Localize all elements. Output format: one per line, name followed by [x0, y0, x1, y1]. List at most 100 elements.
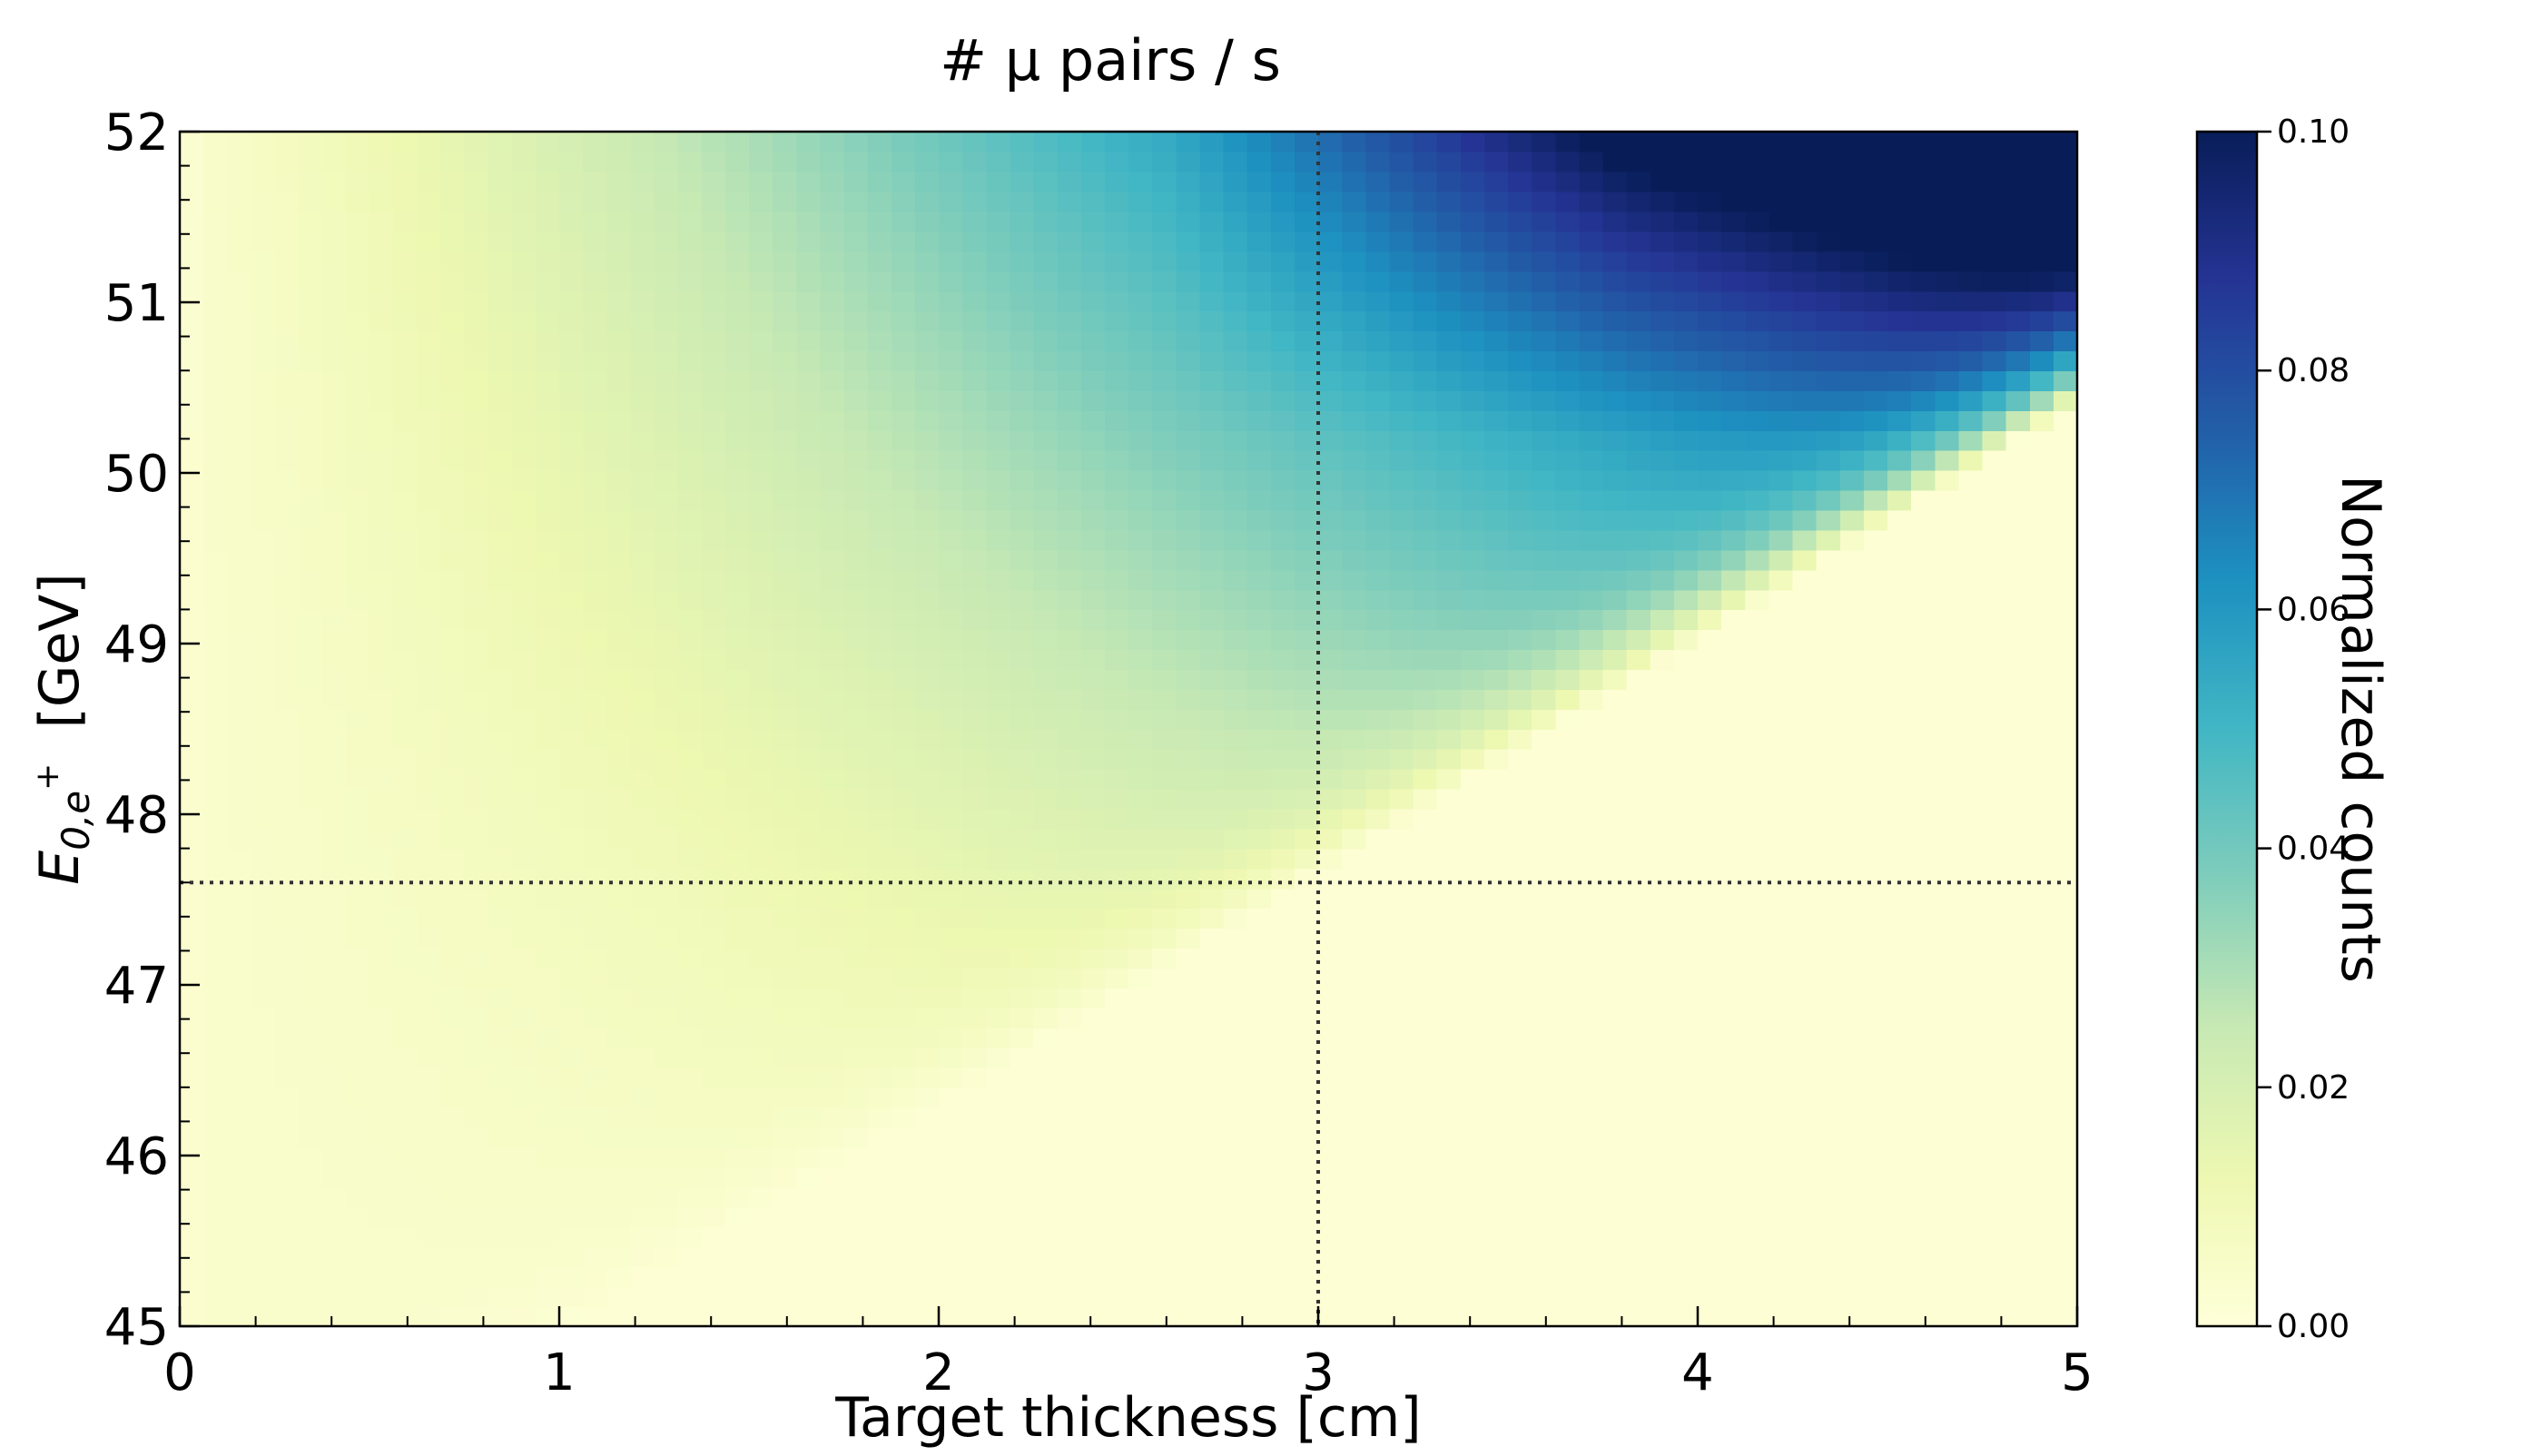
heatmap-cell	[724, 928, 750, 949]
heatmap-cell	[1792, 271, 1818, 292]
heatmap-cell	[630, 1008, 655, 1028]
heatmap-cell	[1816, 669, 1841, 690]
heatmap-cell	[749, 649, 773, 670]
heatmap-cell	[1673, 888, 1699, 910]
heatmap-cell	[1911, 709, 1936, 730]
heatmap-cell	[1602, 310, 1628, 332]
heatmap-cell	[1911, 968, 1936, 989]
heatmap-cell	[464, 709, 489, 730]
heatmap-cell	[1365, 171, 1391, 192]
heatmap-cell	[891, 290, 916, 312]
heatmap-cell	[251, 828, 276, 850]
heatmap-cell	[535, 132, 560, 152]
heatmap-cell	[1010, 589, 1035, 611]
heatmap-cell	[511, 1306, 537, 1326]
heatmap-cell	[251, 988, 276, 1008]
heatmap-cell	[1294, 888, 1319, 910]
heatmap-cell	[1365, 1226, 1391, 1248]
heatmap-cell	[369, 469, 394, 491]
heatmap-cell	[1863, 211, 1888, 232]
heatmap-cell	[867, 390, 892, 411]
x-tick-label: 3	[1302, 1343, 1335, 1402]
heatmap-cell	[843, 251, 869, 272]
heatmap-cell	[1057, 669, 1082, 690]
heatmap-cell	[843, 350, 869, 371]
heatmap-cell	[2005, 211, 2031, 232]
heatmap-cell	[986, 410, 1011, 431]
heatmap-cell	[630, 729, 655, 750]
heatmap-cell	[677, 1226, 703, 1248]
heatmap-cell	[1863, 449, 1888, 471]
heatmap-cell	[1033, 509, 1059, 531]
heatmap-cell	[1010, 709, 1035, 730]
heatmap-cell	[1223, 988, 1248, 1008]
heatmap-cell	[1342, 449, 1367, 471]
heatmap-cell	[1128, 848, 1153, 870]
heatmap-cell	[867, 290, 892, 312]
heatmap-cell	[867, 271, 892, 292]
heatmap-cell	[1911, 768, 1936, 790]
heatmap-cell	[488, 709, 513, 730]
heatmap-cell	[583, 1246, 608, 1267]
heatmap-cell	[1010, 549, 1035, 571]
heatmap-cell	[274, 768, 300, 790]
heatmap-cell	[1057, 1008, 1082, 1028]
heatmap-cell	[1389, 1166, 1414, 1188]
heatmap-cell	[724, 410, 750, 431]
heatmap-cell	[1555, 948, 1581, 969]
heatmap-cell	[1010, 609, 1035, 631]
heatmap-cell	[1626, 1246, 1651, 1267]
heatmap-cell	[2029, 1126, 2054, 1148]
heatmap-cell	[321, 310, 347, 332]
heatmap-cell	[2053, 549, 2077, 571]
heatmap-cell	[1863, 430, 1888, 451]
heatmap-cell	[203, 1087, 229, 1108]
heatmap-cell	[1508, 1186, 1532, 1208]
heatmap-cell	[914, 788, 940, 810]
heatmap-cell	[1152, 430, 1177, 451]
heatmap-cell	[1010, 1266, 1035, 1287]
heatmap-cell	[1579, 888, 1604, 910]
heatmap-cell	[773, 748, 798, 770]
heatmap-cell	[891, 988, 916, 1008]
heatmap-cell	[369, 171, 394, 192]
heatmap-cell	[1294, 768, 1319, 790]
heatmap-cell	[1294, 649, 1319, 670]
heatmap-cell	[1413, 132, 1438, 152]
heatmap-cell	[654, 689, 679, 710]
heatmap-cell	[677, 808, 703, 830]
heatmap-cell	[749, 271, 773, 292]
heatmap-cell	[393, 469, 419, 491]
heatmap-cell	[1839, 1087, 1865, 1108]
heatmap-cell	[1483, 968, 1509, 989]
heatmap-cell	[1602, 449, 1628, 471]
heatmap-cell	[298, 729, 323, 750]
heatmap-cell	[203, 489, 229, 511]
heatmap-cell	[2053, 1126, 2077, 1148]
heatmap-cell	[1199, 888, 1225, 910]
heatmap-cell	[724, 629, 750, 651]
heatmap-cell	[1152, 509, 1177, 531]
heatmap-cell	[1010, 669, 1035, 690]
heatmap-cell	[417, 410, 442, 431]
heatmap-cell	[2029, 410, 2054, 431]
heatmap-cell	[654, 988, 679, 1008]
heatmap-cell	[749, 350, 773, 371]
heatmap-cell	[1436, 629, 1462, 651]
heatmap-cell	[1745, 1028, 1770, 1048]
heatmap-cell	[654, 589, 679, 611]
heatmap-cell	[1436, 1286, 1462, 1307]
heatmap-cell	[1199, 1028, 1225, 1048]
heatmap-cell	[1460, 390, 1485, 411]
heatmap-cell	[2053, 948, 2077, 969]
heatmap-cell	[1223, 1186, 1248, 1208]
heatmap-cell	[1935, 1107, 1960, 1128]
heatmap-cell	[1104, 1087, 1129, 1108]
heatmap-cell	[749, 828, 773, 850]
heatmap-cell	[1887, 310, 1912, 332]
heatmap-cell	[1935, 669, 1960, 690]
heatmap-cell	[867, 231, 892, 252]
heatmap-cell	[1698, 509, 1722, 531]
heatmap-cell	[2029, 649, 2054, 670]
heatmap-cell	[701, 310, 726, 332]
